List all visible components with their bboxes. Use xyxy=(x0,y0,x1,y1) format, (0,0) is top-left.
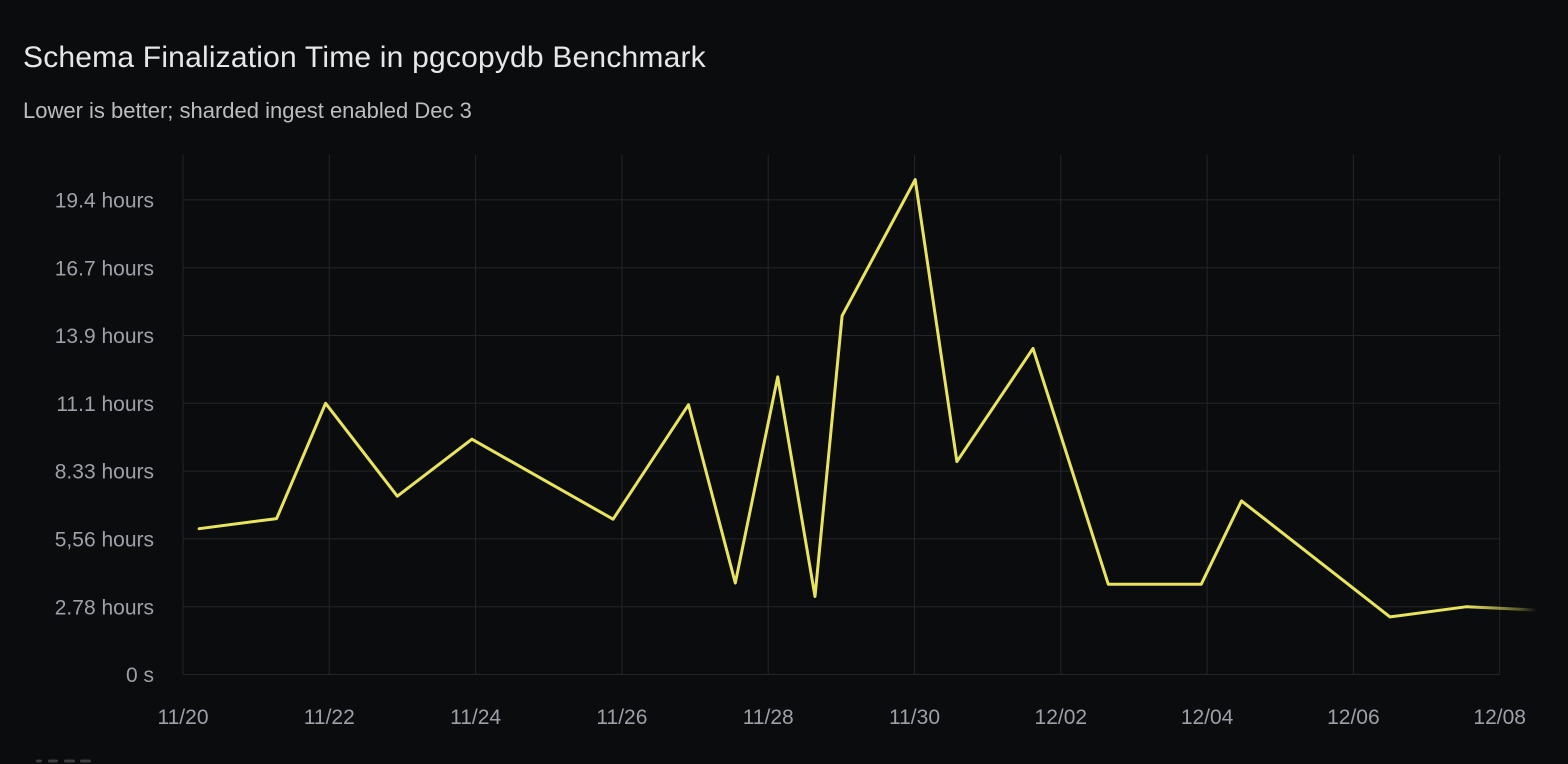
x-tick-label: 11/22 xyxy=(304,706,355,729)
x-tick-label: 11/28 xyxy=(743,706,794,729)
y-tick-label: 0 s xyxy=(126,664,154,687)
y-tick-label: 11.1 hours xyxy=(56,393,154,416)
series-line xyxy=(197,178,1469,619)
x-tick-label: 11/20 xyxy=(158,706,209,729)
grid-lines xyxy=(182,155,1501,675)
series-line-fade-tail xyxy=(1465,605,1539,612)
x-tick-label: 12/02 xyxy=(1035,706,1088,729)
cropped-text-fragment xyxy=(36,759,91,763)
x-tick-label: 11/24 xyxy=(450,706,501,729)
y-axis-labels: 0 s 2.78 hours 5,56 hours 8.33 hours 11.1 ho… xyxy=(55,189,154,687)
glyph-top-fragment xyxy=(64,759,75,763)
y-tick-label: 8.33 hours xyxy=(55,461,154,484)
y-tick-label: 2.78 hours xyxy=(55,596,154,619)
x-tick-label: 12/08 xyxy=(1473,706,1526,729)
x-tick-label: 12/04 xyxy=(1181,706,1234,729)
y-tick-label: 16.7 hours xyxy=(55,257,154,280)
glyph-top-fragment xyxy=(48,759,58,763)
panel-subtitle: Lower is better; sharded ingest enabled … xyxy=(23,98,472,123)
glyph-top-fragment xyxy=(80,759,91,763)
y-tick-label: 13.9 hours xyxy=(55,325,154,348)
glyph-top-fragment xyxy=(36,759,42,763)
x-tick-label: 11/30 xyxy=(889,706,940,729)
x-axis-labels: 11/20 11/22 11/24 11/26 11/28 11/30 12/02 12/04… xyxy=(158,706,1526,729)
panel-title: Schema Finalization Time in pgcopydb Ben… xyxy=(23,41,706,74)
x-tick-label: 12/06 xyxy=(1327,706,1380,729)
x-tick-label: 11/26 xyxy=(596,706,647,729)
y-tick-label: 19.4 hours xyxy=(55,189,154,212)
y-tick-label: 5,56 hours xyxy=(55,528,154,551)
